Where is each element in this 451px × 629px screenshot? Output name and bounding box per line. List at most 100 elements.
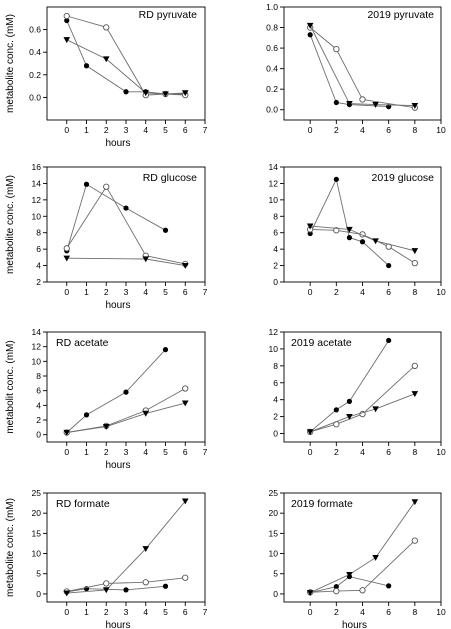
- series-line-filled-circle: [66, 183, 166, 251]
- data-point-triangle: [346, 414, 353, 420]
- data-point-filled-circle: [307, 32, 313, 38]
- y-axis-label: metabolit conc. (mM): [5, 340, 16, 433]
- data-point-triangle: [181, 498, 189, 505]
- data-point-filled-circle: [162, 583, 169, 589]
- x-tick-label: 10: [436, 287, 446, 297]
- data-point-triangle: [142, 256, 150, 263]
- data-point-filled-circle: [123, 205, 129, 211]
- y-tick-label: 0.6: [266, 43, 278, 53]
- x-tick-label: 0: [64, 447, 69, 457]
- data-point-open-circle: [333, 587, 340, 595]
- y-tick-label: 10: [32, 211, 42, 221]
- y-tick-label: 4: [273, 395, 278, 405]
- panel-title: 2019 pyruvate: [367, 9, 434, 21]
- data-point-open-circle: [103, 24, 110, 31]
- x-tick-label: 0: [308, 607, 313, 617]
- panel-title: RD glucose: [143, 172, 197, 184]
- x-tick-label: 0: [308, 447, 313, 457]
- x-tick-label: 3: [124, 607, 129, 617]
- x-tick-label: 0: [308, 125, 313, 135]
- data-point-triangle: [63, 590, 71, 597]
- x-tick-label: 6: [386, 607, 391, 617]
- data-point-triangle: [372, 406, 379, 413]
- data-point-filled-circle: [83, 412, 90, 418]
- x-tick-label: 3: [124, 125, 129, 135]
- data-point-triangle: [346, 226, 353, 233]
- chart-panel-2: 0 2 4 6 8 10 0.0 0.2 0.4 0.6 0.8 1.0 2019 pyruvate: [266, 2, 446, 135]
- x-tick-label: 6: [183, 447, 188, 457]
- x-axis-label: hours: [105, 620, 130, 629]
- x-tick-label: 0: [64, 125, 69, 135]
- data-point-triangle: [372, 101, 379, 108]
- x-tick-label: 0: [64, 607, 69, 617]
- x-tick-label: 0: [64, 287, 69, 297]
- data-point-open-circle: [182, 574, 189, 581]
- x-tick-label: 8: [412, 287, 417, 297]
- data-point-filled-circle: [386, 337, 392, 344]
- data-point-triangle: [162, 91, 169, 98]
- data-point-triangle: [346, 100, 353, 107]
- y-tick-label: 12: [32, 195, 42, 205]
- y-tick-label: 0: [273, 589, 278, 599]
- data-point-filled-circle: [333, 584, 339, 590]
- y-tick-label: 25: [269, 488, 279, 498]
- x-tick-label: 4: [143, 607, 148, 617]
- x-tick-label: 2: [104, 287, 109, 297]
- x-tick-label: 7: [203, 447, 208, 457]
- x-tick-label: 4: [143, 125, 148, 135]
- y-tick-label: 2: [36, 415, 41, 425]
- series-line-open-circle: [66, 388, 186, 433]
- x-tick-label: 1: [84, 607, 89, 617]
- y-tick-label: 20: [269, 508, 279, 518]
- data-point-open-circle: [359, 96, 366, 103]
- x-tick-label: 4: [143, 447, 148, 457]
- series-line-filled-circle: [310, 576, 389, 594]
- data-point-filled-circle: [123, 89, 129, 95]
- data-point-filled-circle: [346, 398, 353, 404]
- x-tick-label: 2: [104, 125, 109, 135]
- data-point-triangle: [372, 238, 379, 245]
- y-tick-label: 8: [273, 211, 278, 221]
- y-tick-label: 0.8: [266, 23, 278, 33]
- y-tick-label: 0.4: [29, 47, 41, 57]
- y-tick-label: 8: [273, 361, 278, 371]
- y-axis-label: metabolite conc. (mM): [5, 498, 16, 597]
- x-tick-label: 4: [360, 125, 365, 135]
- data-point-triangle: [306, 223, 314, 230]
- x-axis-label: hours: [342, 620, 367, 629]
- data-point-triangle: [63, 255, 71, 262]
- data-point-filled-circle: [333, 407, 339, 413]
- data-point-triangle: [411, 103, 419, 109]
- y-axis-label: metabolite conc. (mM): [5, 175, 16, 274]
- data-point-filled-circle: [386, 262, 392, 269]
- x-tick-label: 2: [334, 607, 339, 617]
- data-point-filled-circle: [123, 389, 129, 395]
- y-tick-label: 0: [36, 430, 41, 440]
- plot-frame: [46, 6, 206, 121]
- data-point-filled-circle: [333, 176, 339, 182]
- x-tick-label: 4: [360, 287, 365, 297]
- chart-panel-8: 0 2 4 6 8 10 0 5 10 15 20 25 hours 2019 formate: [269, 488, 446, 629]
- y-tick-label: 20: [32, 508, 42, 518]
- y-tick-label: 25: [32, 488, 42, 498]
- data-point-filled-circle: [333, 99, 339, 106]
- x-tick-label: 8: [412, 447, 417, 457]
- y-tick-label: 5: [36, 569, 41, 579]
- data-point-filled-circle: [359, 239, 366, 245]
- chart-panel-6: 0 2 4 6 8 10 0 2 4 6 8 10 12 2019 acetate: [269, 327, 446, 457]
- y-tick-label: 14: [32, 327, 42, 337]
- y-tick-label: 14: [32, 178, 42, 188]
- y-tick-label: 0: [273, 277, 278, 287]
- y-tick-label: 2: [273, 412, 278, 422]
- data-point-open-circle: [142, 579, 149, 586]
- y-tick-label: 0: [36, 589, 41, 599]
- data-point-open-circle: [103, 183, 110, 190]
- data-point-triangle: [306, 22, 314, 29]
- x-tick-label: 5: [163, 287, 168, 297]
- data-point-triangle: [63, 429, 71, 436]
- y-tick-label: 0.6: [29, 25, 41, 35]
- data-point-open-circle: [63, 245, 70, 252]
- data-point-filled-circle: [64, 17, 70, 24]
